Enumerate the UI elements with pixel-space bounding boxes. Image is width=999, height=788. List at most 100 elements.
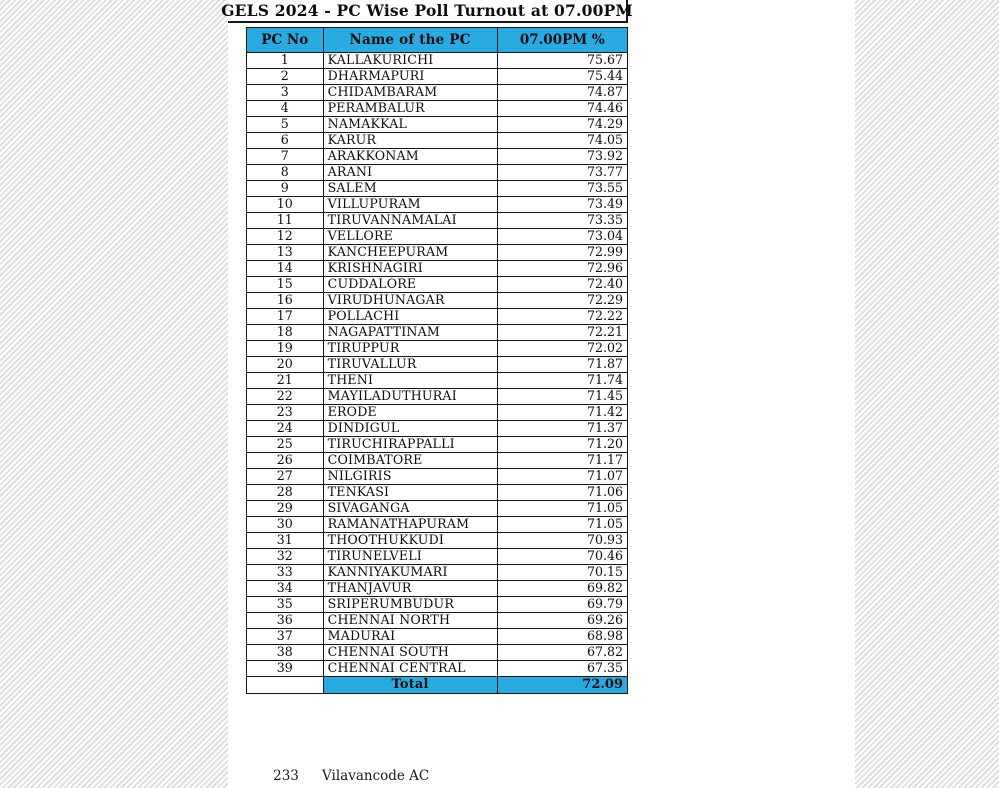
table-row: 2 DHARMAPURI 75.44: [246, 68, 629, 85]
pc-no-cell: 28: [246, 484, 324, 501]
pc-name-cell: CUDDALORE: [322, 276, 498, 293]
pc-name-cell: ARANI: [322, 164, 498, 181]
table-row: 15 CUDDALORE 72.40: [246, 276, 629, 293]
table-row: 38 CHENNAI SOUTH 67.82: [246, 644, 629, 661]
table-row: 21 THENI 71.74: [246, 372, 629, 389]
pc-name-cell: KARUR: [322, 132, 498, 149]
percent-cell: 74.87: [496, 84, 629, 101]
pc-no-cell: 37: [246, 628, 324, 645]
pc-name-cell: VIRUDHUNAGAR: [322, 292, 498, 309]
pc-name-cell: DHARMAPURI: [322, 68, 498, 85]
pc-name-cell: SRIPERUMBUDUR: [322, 596, 498, 613]
pc-no-cell: 20: [246, 356, 324, 373]
table-row: 1 KALLAKURICHI 75.67: [246, 52, 629, 69]
percent-cell: 72.22: [496, 308, 629, 325]
pc-name-cell: COIMBATORE: [322, 452, 498, 469]
table-row: 10 VILLUPURAM 73.49: [246, 196, 629, 213]
poll-turnout-table: PC No Name of the PC 07.00PM % 1 KALLAKUR…: [246, 27, 629, 694]
percent-cell: 71.05: [496, 500, 629, 517]
pc-no-cell: 14: [246, 260, 324, 277]
pc-no-cell: 36: [246, 612, 324, 629]
percent-cell: 73.92: [496, 148, 629, 165]
pc-no-cell: 34: [246, 580, 324, 597]
table-footer: Total 72.09: [246, 676, 629, 694]
table-row: 37 MADURAI 68.98: [246, 628, 629, 645]
pc-no-cell: 35: [246, 596, 324, 613]
pc-name-cell: TIRUNELVELI: [322, 548, 498, 565]
header-row: PC No Name of the PC 07.00PM %: [246, 27, 629, 53]
pc-no-cell: 7: [246, 148, 324, 165]
pc-name-cell: NAMAKKAL: [322, 116, 498, 133]
footnote-ac-name: Vilavancode AC: [322, 768, 430, 784]
pc-name-cell: THANJAVUR: [322, 580, 498, 597]
table-body: 1 KALLAKURICHI 75.67 2 DHARMAPURI 75.44 3 CHIDA…: [246, 52, 629, 677]
total-row: Total 72.09: [246, 676, 629, 694]
percent-cell: 71.87: [496, 356, 629, 373]
percent-cell: 70.15: [496, 564, 629, 581]
pc-name-cell: TIRUPPUR: [322, 340, 498, 357]
pc-no-cell: 25: [246, 436, 324, 453]
pc-name-cell: ARAKKONAM: [322, 148, 498, 165]
pc-name-cell: NAGAPATTINAM: [322, 324, 498, 341]
pc-name-cell: TIRUVALLUR: [322, 356, 498, 373]
pc-name-cell: CHENNAI SOUTH: [322, 644, 498, 661]
pc-no-cell: 29: [246, 500, 324, 517]
pc-name-cell: CHENNAI CENTRAL: [322, 660, 498, 677]
table-row: 39 CHENNAI CENTRAL 67.35: [246, 660, 629, 677]
percent-cell: 72.96: [496, 260, 629, 277]
percent-cell: 71.20: [496, 436, 629, 453]
table-row: 32 TIRUNELVELI 70.46: [246, 548, 629, 565]
pc-no-cell: 15: [246, 276, 324, 293]
table-row: 16 VIRUDHUNAGAR 72.29: [246, 292, 629, 309]
pc-name-cell: VILLUPURAM: [322, 196, 498, 213]
table-row: 18 NAGAPATTINAM 72.21: [246, 324, 629, 341]
document-page: GELS 2024 - PC Wise Poll Turnout at 07.0…: [221, 0, 855, 788]
pc-name-cell: KALLAKURICHI: [322, 52, 498, 69]
pc-name-cell: THOOTHUKKUDI: [322, 532, 498, 549]
table-row: 28 TENKASI 71.06: [246, 484, 629, 501]
footnote-ac-number: 233: [273, 768, 299, 784]
table-row: 26 COIMBATORE 71.17: [246, 452, 629, 469]
pc-no-cell: 23: [246, 404, 324, 421]
pc-name-cell: KANNIYAKUMARI: [322, 564, 498, 581]
pc-no-cell: 27: [246, 468, 324, 485]
percent-cell: 73.55: [496, 180, 629, 197]
pc-name-cell: CHENNAI NORTH: [322, 612, 498, 629]
pc-no-cell: 11: [246, 212, 324, 229]
pc-no-cell: 31: [246, 532, 324, 549]
table-row: 3 CHIDAMBARAM 74.87: [246, 84, 629, 101]
table-row: 23 ERODE 71.42: [246, 404, 629, 421]
pc-no-cell: 21: [246, 372, 324, 389]
percent-cell: 71.37: [496, 420, 629, 437]
percent-cell: 72.21: [496, 324, 629, 341]
table-row: 22 MAYILADUTHURAI 71.45: [246, 388, 629, 405]
percent-cell: 73.77: [496, 164, 629, 181]
pc-no-cell: 16: [246, 292, 324, 309]
percent-cell: 68.98: [496, 628, 629, 645]
table-row: 5 NAMAKKAL 74.29: [246, 116, 629, 133]
percent-cell: 72.40: [496, 276, 629, 293]
table-row: 4 PERAMBALUR 74.46: [246, 100, 629, 117]
table-header: PC No Name of the PC 07.00PM %: [246, 27, 629, 53]
pc-name-cell: KANCHEEPURAM: [322, 244, 498, 261]
pc-no-cell: 19: [246, 340, 324, 357]
percent-cell: 75.44: [496, 68, 629, 85]
percent-cell: 69.79: [496, 596, 629, 613]
percent-cell: 75.67: [496, 52, 629, 69]
pc-no-cell: 22: [246, 388, 324, 405]
percent-cell: 67.82: [496, 644, 629, 661]
table-row: 9 SALEM 73.55: [246, 180, 629, 197]
total-blank-cell: [246, 676, 324, 694]
table-row: 27 NILGIRIS 71.07: [246, 468, 629, 485]
percent-cell: 74.05: [496, 132, 629, 149]
pc-no-cell: 38: [246, 644, 324, 661]
table-row: 12 VELLORE 73.04: [246, 228, 629, 245]
pc-name-cell: MADURAI: [322, 628, 498, 645]
pc-no-cell: 1: [246, 52, 324, 69]
column-header-pc-no: PC No: [246, 27, 324, 53]
pc-name-cell: ERODE: [322, 404, 498, 421]
table-row: 19 TIRUPPUR 72.02: [246, 340, 629, 357]
percent-cell: 71.05: [496, 516, 629, 533]
pc-name-cell: THENI: [322, 372, 498, 389]
